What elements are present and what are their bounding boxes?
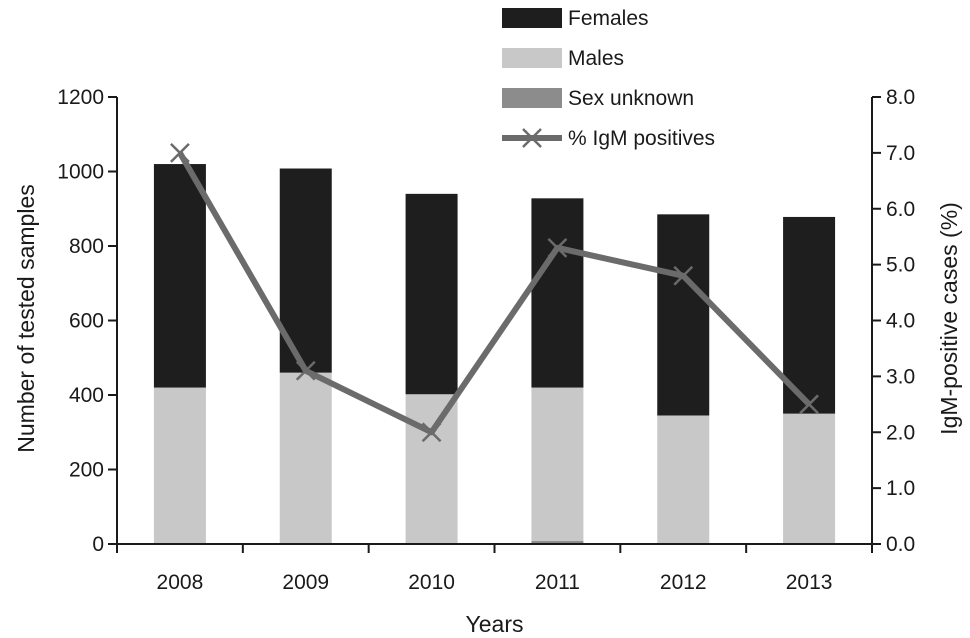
bar-sex-unknown-2011 [531, 541, 584, 544]
legend-swatch-sex-unknown [502, 88, 562, 108]
line-series-group [170, 142, 819, 443]
bar-males-2012 [657, 415, 710, 544]
x-tick-label-2010: 2010 [408, 571, 455, 594]
left-tick-label: 1200 [57, 86, 104, 109]
legend-item-sex-unknown: Sex unknown [502, 87, 694, 110]
legend-label-igm-positives: % IgM positives [568, 127, 715, 150]
axes-group [116, 97, 873, 545]
right-tick-label: 0.0 [886, 533, 915, 556]
right-tick-label: 2.0 [886, 421, 915, 444]
left-tick-label: 1000 [57, 161, 104, 184]
bar-females-2013 [783, 216, 836, 414]
y-axis-title: Number of tested samples [13, 184, 39, 452]
bar-females-2010 [405, 193, 458, 395]
line-marker-2008 [170, 142, 190, 163]
legend-label-females: Females [568, 7, 649, 30]
legend-item-females: Females [502, 7, 649, 30]
legend: Females Males Sex unknown % IgM positives [502, 7, 715, 150]
left-tick-label: 600 [69, 310, 104, 333]
x-axis-title: Years [466, 611, 524, 637]
bar-males-2009 [279, 372, 332, 544]
legend-item-igm-positives: % IgM positives [502, 127, 715, 150]
line-marker-2012 [673, 265, 694, 286]
bar-males-2008 [153, 387, 206, 544]
left-tick-label: 400 [69, 384, 104, 407]
left-tick-label: 200 [69, 459, 104, 482]
legend-item-males: Males [502, 47, 624, 70]
legend-swatch-males [502, 48, 562, 68]
line-marker-2010 [421, 422, 442, 443]
bar-females-2008 [153, 164, 206, 388]
right-tick-label: 3.0 [886, 365, 915, 388]
bar-males-2011 [531, 387, 584, 542]
right-tick-label: 7.0 [886, 142, 915, 165]
legend-label-sex-unknown: Sex unknown [568, 87, 694, 110]
x-tick-label-2009: 2009 [282, 571, 329, 594]
line-marker-2011 [547, 237, 568, 258]
x-tick-label-2012: 2012 [660, 571, 707, 594]
bar-males-2013 [783, 413, 836, 544]
x-tick-label-2008: 2008 [157, 571, 204, 594]
legend-label-males: Males [568, 47, 624, 70]
right-tick-label: 1.0 [886, 477, 915, 500]
right-tick-label: 8.0 [886, 86, 915, 109]
line-marker-2013 [799, 394, 819, 415]
bar-males-2010 [405, 394, 458, 544]
left-tick-label: 800 [69, 235, 104, 258]
bars-group [153, 164, 836, 544]
bar-females-2012 [657, 214, 710, 416]
right-tick-label: 4.0 [886, 310, 915, 333]
ticks-group: 0 200 400 600 800 1000 1200 0.0 1.0 2.0 3.0 4.0 5.0 6… [57, 86, 915, 594]
x-tick-label-2011: 2011 [535, 571, 580, 594]
left-tick-label: 0 [92, 533, 104, 556]
y2-axis-title: IgM-positive cases (%) [936, 202, 962, 435]
right-tick-label: 6.0 [886, 198, 915, 221]
line-marker-2009 [295, 360, 316, 381]
x-tick-label-2013: 2013 [786, 571, 833, 594]
line-igm-positives [177, 151, 812, 436]
bar-females-2011 [531, 198, 584, 388]
legend-swatch-females [502, 8, 562, 28]
right-tick-label: 5.0 [886, 254, 915, 277]
